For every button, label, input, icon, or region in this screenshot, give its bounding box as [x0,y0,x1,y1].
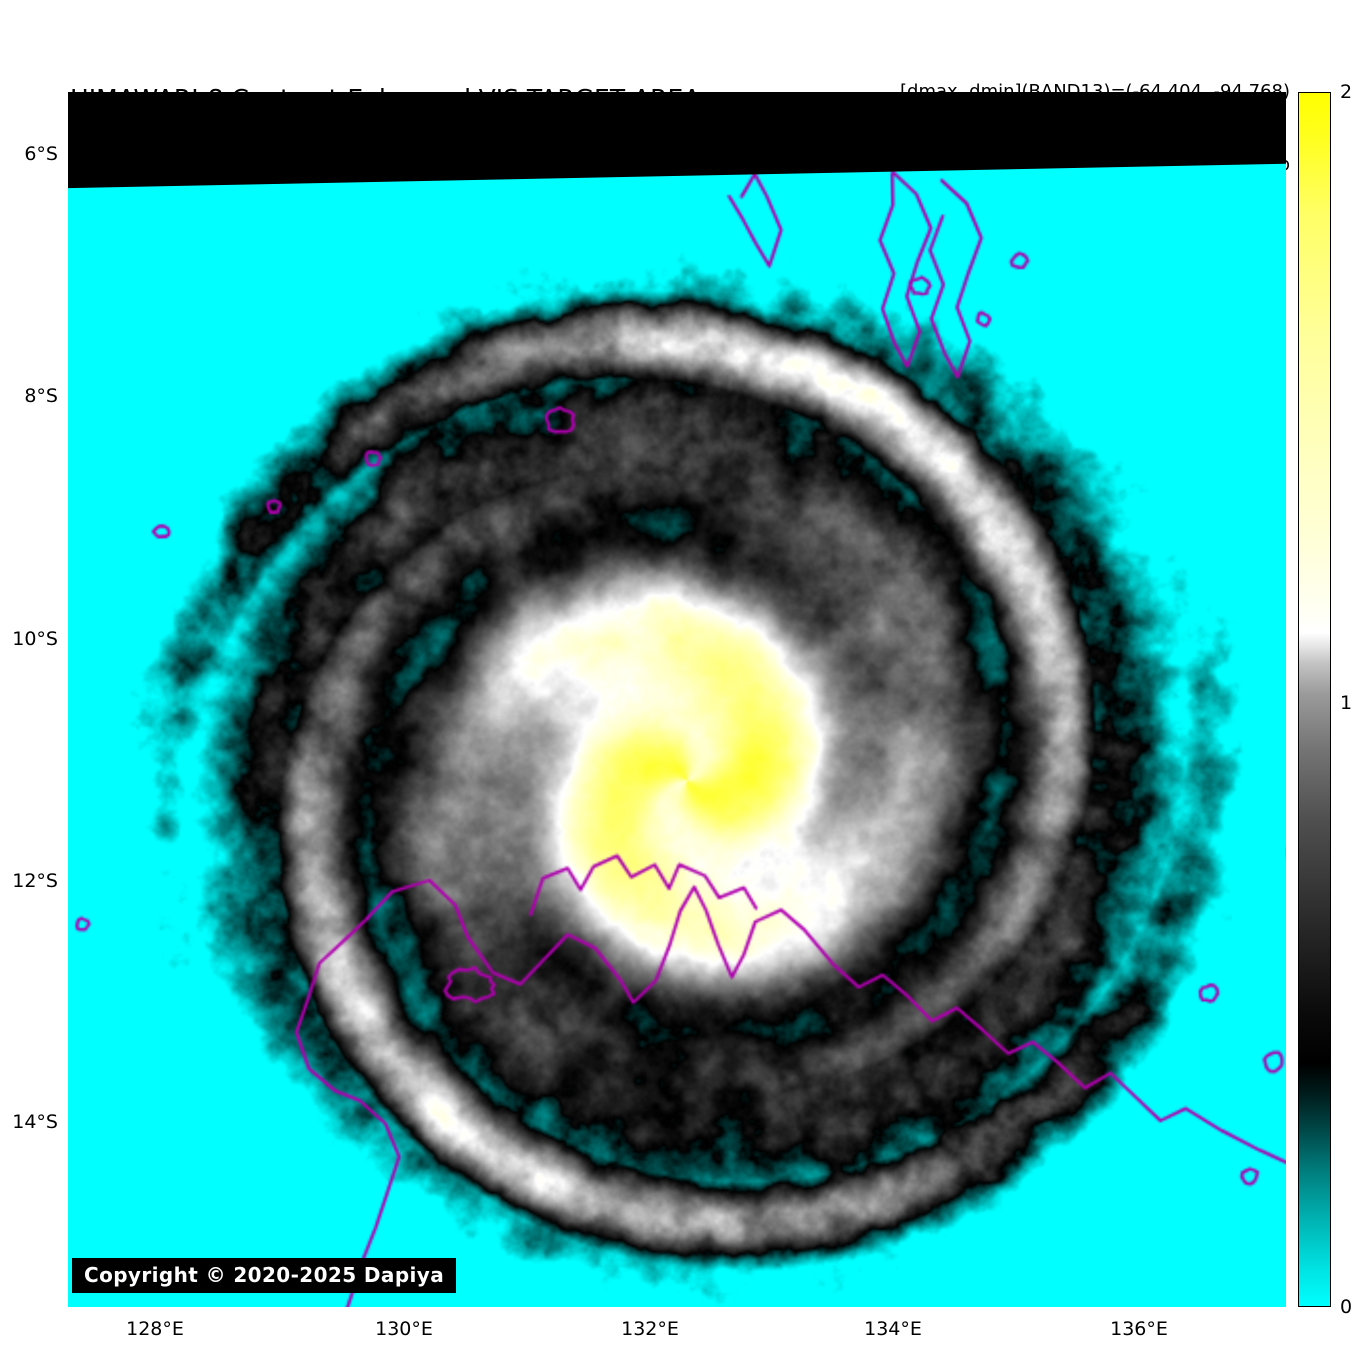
y-tick-label: 10°S [12,628,58,650]
y-tick-label: 12°S [12,870,58,892]
x-tick-label: 128°E [126,1318,184,1340]
x-tick-label: 134°E [864,1318,922,1340]
y-tick-label: 14°S [12,1111,58,1133]
satellite-imagery-canvas [68,163,1286,1307]
colorbar-tick-label: 1 [1340,692,1353,714]
y-tick-label: 8°S [24,385,58,407]
x-tick-label: 136°E [1110,1318,1168,1340]
y-tick-label: 6°S [24,143,58,165]
satellite-image-plot[interactable]: Copyright © 2020-2025 Dapiya [68,92,1286,1307]
colorbar-tick-label: 0 [1340,1296,1353,1318]
satellite-swath [68,163,1286,1307]
colorbar-tick-label: 2 [1340,81,1353,103]
colorbar[interactable] [1298,92,1331,1307]
x-tick-label: 130°E [375,1318,433,1340]
copyright-badge: Copyright © 2020-2025 Dapiya [72,1258,457,1293]
x-tick-label: 132°E [621,1318,679,1340]
